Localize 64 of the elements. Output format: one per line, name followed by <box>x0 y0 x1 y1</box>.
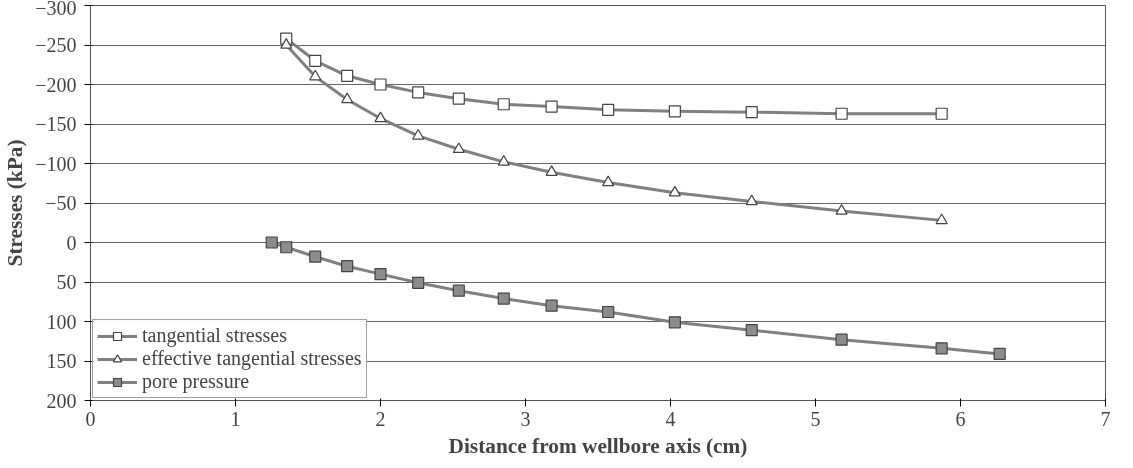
point <box>602 175 615 187</box>
point <box>745 324 758 337</box>
y-tick-label: 150 <box>46 350 77 372</box>
point <box>835 107 848 120</box>
y-tick-label: 50 <box>56 271 77 293</box>
point <box>309 54 322 67</box>
x-tick-label: 5 <box>810 407 821 430</box>
x-tick-label: 0 <box>85 407 96 430</box>
y-tick-label: −300 <box>35 0 77 19</box>
point <box>280 241 293 254</box>
point <box>545 100 558 113</box>
point <box>452 284 465 297</box>
point <box>668 105 681 118</box>
point <box>668 316 681 329</box>
y-tick-label: −100 <box>35 152 77 175</box>
y-axis-title: Stresses (kPa) <box>3 139 28 267</box>
y-tick-label: −150 <box>35 113 77 135</box>
point <box>545 165 558 176</box>
x-tick-label: 3 <box>520 407 531 430</box>
legend-label: tangential stresses <box>142 324 287 347</box>
x-tick-label: 1 <box>230 407 241 430</box>
point <box>935 342 948 355</box>
point <box>374 111 387 123</box>
point <box>602 103 615 116</box>
point <box>374 78 387 91</box>
y-tick-label: −250 <box>35 34 77 56</box>
point <box>412 276 425 289</box>
x-tick-label: 4 <box>665 407 676 430</box>
point <box>265 236 278 249</box>
point <box>412 128 425 140</box>
point <box>309 250 322 263</box>
y-tick-label: −200 <box>35 73 77 96</box>
point <box>935 107 948 120</box>
point <box>452 142 465 154</box>
point <box>341 260 354 273</box>
point <box>745 194 758 206</box>
x-tick-label: 2 <box>375 407 386 430</box>
point <box>935 213 948 225</box>
point <box>835 333 848 346</box>
y-tick-label: 0 <box>66 231 77 254</box>
point <box>374 268 387 281</box>
legend-label: effective tangential stresses <box>142 347 362 370</box>
y-tick-label: −50 <box>45 192 77 214</box>
point <box>545 299 558 312</box>
point <box>452 92 465 105</box>
x-tick-label: 6 <box>955 407 966 430</box>
point <box>412 86 425 99</box>
legend-label: pore pressure <box>142 370 250 393</box>
x-axis-title: Distance from wellbore axis (cm) <box>448 433 748 458</box>
y-tick-label: 200 <box>46 389 77 412</box>
point <box>309 69 322 81</box>
point <box>341 69 354 82</box>
point <box>602 305 615 319</box>
point <box>497 98 510 111</box>
point <box>497 154 510 166</box>
point <box>497 292 510 305</box>
point <box>745 106 758 119</box>
y-tick-label: 100 <box>46 310 77 333</box>
point <box>280 38 293 49</box>
point <box>341 92 354 104</box>
x-tick-label: 7 <box>1100 407 1111 430</box>
point <box>835 203 848 215</box>
point <box>668 185 681 197</box>
point <box>993 347 1006 360</box>
